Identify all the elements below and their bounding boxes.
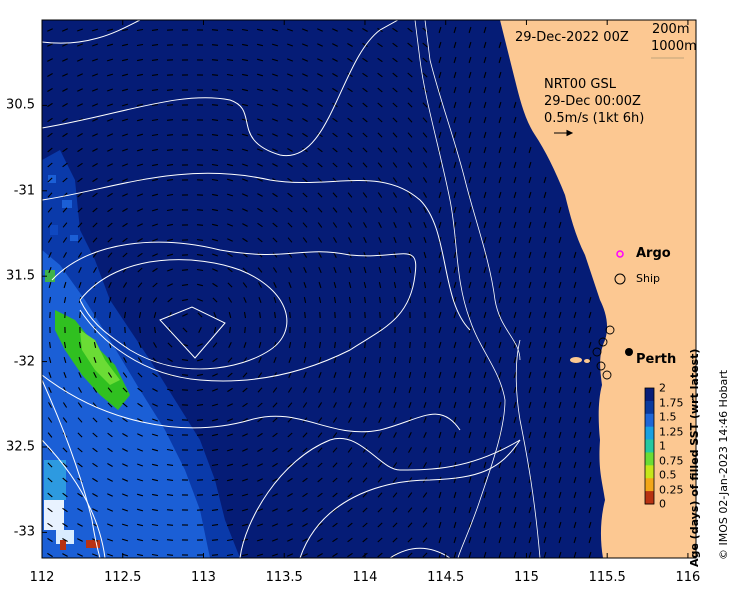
colorbar-tick-label: 2 (659, 382, 666, 395)
x-tick-label: 114 (353, 570, 378, 585)
x-tick-label: 114.5 (427, 570, 464, 585)
current-vector (212, 105, 218, 106)
model-name: NRT00 GSL (544, 77, 616, 92)
colorbar-title: Age (days) of filled SST (wrt latest) (688, 349, 701, 567)
y-tick-label: -32 (14, 354, 35, 369)
current-vector (380, 342, 381, 348)
colorbar-tick-label: 0.25 (659, 483, 684, 496)
colorbar-tick-label: 0 (659, 498, 666, 511)
current-vector (212, 555, 218, 556)
y-tick-label: 32.5 (6, 439, 35, 454)
current-vector (167, 135, 173, 136)
current-vector (167, 120, 173, 121)
current-vector (167, 555, 173, 556)
colorbar-segment (645, 465, 654, 478)
current-vector (197, 435, 203, 436)
colorbar-tick-label: 1 (659, 440, 666, 453)
x-tick-label: 113.5 (266, 570, 303, 585)
current-vector (290, 312, 291, 318)
current-vector (212, 75, 218, 76)
current-vector (410, 342, 411, 348)
current-vector (167, 150, 173, 151)
current-vector (167, 525, 173, 526)
credit-text: © IMOS 02-Jan-2023 14:46 Hobart (717, 370, 730, 560)
ship-label: Ship (636, 272, 660, 285)
argo-label: Argo (636, 246, 671, 261)
colorbar-tick-label: 0.75 (659, 454, 684, 467)
current-vector (197, 225, 203, 226)
current-vector (365, 342, 366, 348)
colorbar-tick-label: 0.5 (659, 469, 677, 482)
current-vector (212, 45, 218, 46)
colorbar-tick-label: 1.75 (659, 396, 684, 409)
current-vector (425, 297, 426, 303)
colorbar-tick-label: 1.25 (659, 425, 684, 438)
current-vector (212, 540, 218, 541)
current-vector (140, 327, 141, 333)
current-vector (182, 375, 188, 376)
current-vector (212, 90, 218, 91)
y-tick-label: -33 (14, 525, 35, 540)
current-vector (197, 420, 203, 421)
current-vector (410, 297, 411, 303)
date-label: 29-Dec-2022 00Z (515, 30, 629, 45)
y-tick-label: 30.5 (6, 98, 35, 113)
colorbar-segment (645, 452, 654, 465)
current-vector (212, 60, 218, 61)
colorbar-segment (645, 491, 654, 504)
depth-1000-label: 1000m (651, 39, 697, 54)
colorbar-tick-label: 1.5 (659, 411, 677, 424)
x-tick-label: 116 (676, 570, 701, 585)
current-vector (395, 342, 396, 348)
vector-scale-label: 0.5m/s (1kt 6h) (544, 111, 644, 126)
current-vector (80, 312, 81, 318)
x-tick-label: 112.5 (104, 570, 141, 585)
x-tick-label: 115.5 (589, 570, 626, 585)
colorbar-segment (645, 414, 654, 427)
perth-marker (625, 348, 633, 356)
x-tick-label: 112 (30, 570, 55, 585)
colorbar-segment (645, 427, 654, 440)
current-vector (182, 270, 188, 271)
colorbar-segment (645, 440, 654, 453)
current-vector (167, 540, 173, 541)
y-tick-label: -31 (14, 183, 35, 198)
current-vector (305, 312, 306, 318)
colorbar (645, 388, 654, 505)
x-tick-label: 115 (514, 570, 539, 585)
current-vector (167, 510, 173, 511)
colorbar-segment (645, 478, 654, 491)
colorbar-segment (645, 388, 654, 401)
current-vector (212, 30, 218, 31)
current-vector (167, 90, 173, 91)
current-vector (197, 210, 203, 211)
colorbar-segment (645, 401, 654, 414)
perth-label: Perth (636, 352, 676, 367)
current-vector (95, 312, 96, 318)
current-vector (167, 105, 173, 106)
current-vector (245, 327, 246, 333)
y-tick-label: 31.5 (6, 269, 35, 284)
x-tick-label: 113 (191, 570, 216, 585)
depth-200-label: 200m (652, 22, 689, 37)
current-vector (425, 342, 426, 348)
model-time: 29-Dec 00:00Z (544, 94, 641, 109)
